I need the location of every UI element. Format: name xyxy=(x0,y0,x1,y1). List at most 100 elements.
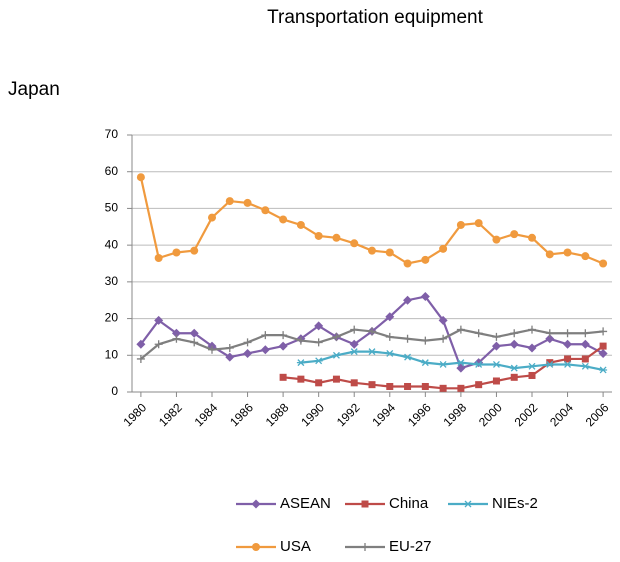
marker xyxy=(225,352,235,362)
x-tick-label: 1990 xyxy=(298,400,327,429)
marker xyxy=(527,343,537,353)
marker xyxy=(510,373,518,381)
marker xyxy=(545,250,554,259)
marker xyxy=(243,338,252,347)
marker xyxy=(528,325,536,334)
series xyxy=(136,173,608,268)
marker xyxy=(492,235,501,244)
marker xyxy=(350,325,359,334)
marker xyxy=(314,338,323,347)
marker xyxy=(545,361,554,368)
marker xyxy=(403,295,413,305)
marker xyxy=(314,231,323,240)
marker xyxy=(172,334,181,343)
marker xyxy=(315,379,323,387)
marker xyxy=(403,353,412,361)
marker xyxy=(563,329,572,338)
y-tick-label: 40 xyxy=(105,237,119,251)
marker xyxy=(510,230,519,239)
marker xyxy=(456,325,465,334)
x-tick-label: 2002 xyxy=(512,400,541,429)
marker xyxy=(474,361,483,368)
marker xyxy=(563,339,573,349)
marker xyxy=(243,348,253,358)
marker xyxy=(439,244,448,253)
marker xyxy=(581,329,590,338)
marker xyxy=(528,233,536,242)
legend-label: ASEAN xyxy=(280,495,331,512)
marker xyxy=(456,359,465,367)
x-tick-label: 1996 xyxy=(405,400,434,429)
marker xyxy=(251,499,261,509)
marker xyxy=(279,331,288,340)
marker xyxy=(528,371,536,379)
x-tick-label: 1998 xyxy=(440,400,469,429)
marker xyxy=(350,239,359,248)
marker xyxy=(385,248,394,257)
x-tick-label: 1984 xyxy=(192,400,221,429)
marker xyxy=(403,334,412,343)
marker xyxy=(332,233,341,242)
marker xyxy=(297,375,305,383)
x-tick-label: 1992 xyxy=(334,400,363,429)
marker xyxy=(545,334,555,344)
marker xyxy=(528,362,536,370)
legend-label: China xyxy=(389,495,429,512)
marker xyxy=(457,384,465,392)
marker xyxy=(361,543,369,551)
marker xyxy=(598,348,608,358)
marker xyxy=(261,331,270,340)
series xyxy=(136,325,608,363)
x-tick-label: 2000 xyxy=(476,400,505,429)
marker xyxy=(438,315,448,325)
marker xyxy=(332,375,340,383)
marker xyxy=(599,259,608,268)
marker xyxy=(332,351,341,359)
y-tick-label: 60 xyxy=(105,164,119,178)
marker xyxy=(456,220,465,229)
marker xyxy=(545,329,554,338)
y-tick-label: 30 xyxy=(105,274,119,288)
chart-title: Transportation equipment xyxy=(267,7,484,28)
marker xyxy=(439,361,448,368)
chart-subtitle: Japan xyxy=(8,79,60,100)
marker xyxy=(279,373,287,381)
marker xyxy=(260,345,270,355)
legend-label: EU-27 xyxy=(389,538,432,555)
marker xyxy=(190,338,199,347)
marker xyxy=(314,321,324,331)
marker xyxy=(510,329,519,338)
marker xyxy=(421,255,430,264)
marker xyxy=(136,173,145,182)
marker xyxy=(581,362,590,370)
marker xyxy=(420,292,430,302)
marker xyxy=(243,198,252,207)
y-tick-label: 70 xyxy=(105,127,119,141)
legend-label: USA xyxy=(280,538,311,555)
legend-item: China xyxy=(345,495,429,512)
marker xyxy=(599,342,607,350)
series xyxy=(279,342,607,392)
marker xyxy=(368,381,376,389)
marker xyxy=(279,215,288,224)
y-tick-label: 20 xyxy=(105,311,119,325)
marker xyxy=(580,339,590,349)
marker xyxy=(350,348,359,356)
marker xyxy=(581,355,589,363)
y-tick-label: 50 xyxy=(105,201,119,215)
marker xyxy=(491,341,501,351)
x-tick-label: 1988 xyxy=(263,400,292,429)
marker xyxy=(225,343,234,352)
marker xyxy=(403,259,412,268)
legend-item: EU-27 xyxy=(345,538,432,555)
x-tick-label: 1986 xyxy=(227,400,256,429)
marker xyxy=(599,366,608,374)
marker xyxy=(421,359,430,367)
marker xyxy=(492,377,500,385)
legend-item: ASEAN xyxy=(236,495,331,512)
marker xyxy=(136,339,146,349)
marker xyxy=(136,354,145,363)
marker xyxy=(404,382,412,390)
marker xyxy=(509,339,519,349)
y-tick-label: 10 xyxy=(105,347,119,361)
